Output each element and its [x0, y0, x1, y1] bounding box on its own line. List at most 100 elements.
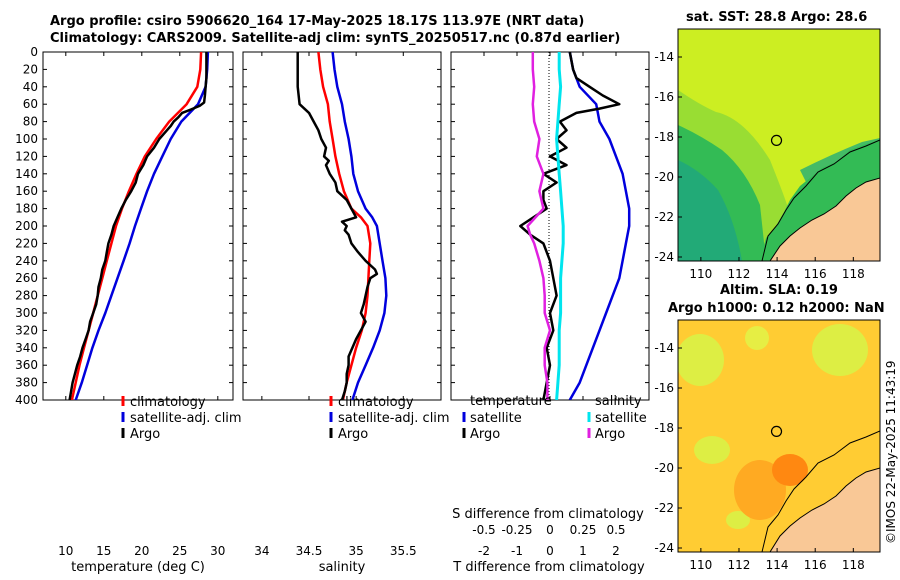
y-tick-label: 140	[15, 167, 38, 181]
s-tick-label: 0.5	[606, 523, 625, 537]
y-tick-label: 100	[15, 132, 38, 146]
salinity-xlabel: salinity	[319, 560, 366, 575]
sst-title: sat. SST: 28.8 Argo: 28.6	[686, 10, 868, 25]
argo-position-marker	[770, 134, 783, 146]
sla-title-line1: Altim. SLA: 0.19	[720, 283, 838, 298]
legend-label-argo: Argo	[338, 427, 368, 442]
x-tick-label: 0	[546, 544, 554, 558]
y-tick-label: 180	[15, 202, 38, 216]
sla-low-eddy	[745, 326, 769, 350]
map-x-tick-label: 112	[728, 267, 751, 281]
x-tick-label: 1	[579, 544, 587, 558]
legend-label-climatology: climatology	[130, 395, 206, 410]
map-y-tick-label: -22	[654, 501, 674, 515]
difference-legend: temperature salinity satellite Argo sate…	[462, 394, 647, 442]
sla-low-eddy	[678, 334, 724, 386]
y-tick-label: 380	[15, 376, 38, 390]
y-tick-label: 240	[15, 254, 38, 268]
y-tick-label: 200	[15, 219, 38, 233]
legend-head-salinity: salinity	[595, 394, 642, 409]
legend-head-temperature: temperature	[470, 394, 552, 409]
s-tick-label: -0.5	[472, 523, 495, 537]
land-australia	[769, 467, 880, 552]
map-y-tick-label: -20	[654, 170, 674, 184]
legend-label-T-argo: Argo	[470, 427, 500, 442]
map-x-tick-label: 114	[766, 558, 789, 572]
y-tick-label: 360	[15, 358, 38, 372]
sla-low-eddy	[694, 436, 730, 464]
s-tick-label: 0.25	[570, 523, 597, 537]
sst-shelf-band	[760, 140, 880, 261]
main-title-line1: Argo profile: csiro 5906620_164 17-May-2…	[50, 14, 585, 29]
y-tick-label: 220	[15, 236, 38, 250]
legend-label-T-satellite: satellite	[470, 411, 522, 426]
series-line-argo	[296, 52, 379, 400]
legend-label-climatology: climatology	[338, 395, 414, 410]
map-y-tick-label: -14	[654, 50, 674, 64]
map-x-tick-label: 116	[804, 267, 827, 281]
sla-map: 110 112 114 116 118 -14 -16 -18 -20 -22 -24	[654, 319, 881, 572]
y-tick-label: 320	[15, 323, 38, 337]
sst-coldest-region	[678, 160, 742, 261]
y-tick-label: 340	[15, 341, 38, 355]
sst-map-frame	[677, 28, 881, 262]
salinity-panel: 34 34.5 35 35.5 salinity	[242, 51, 442, 575]
x-tick-label: 35	[349, 544, 364, 558]
sla-high-eddy	[772, 454, 808, 486]
difference-xlabel-S: S difference from climatology	[452, 507, 644, 522]
legend-label-satellite: satellite-adj. clim	[338, 411, 450, 426]
series-line-climatology	[317, 52, 372, 400]
series-line-s-satellite	[555, 52, 565, 400]
map-x-tick-label: 112	[728, 558, 751, 572]
x-tick-label: 15	[96, 544, 111, 558]
sla-low-eddy	[726, 511, 750, 529]
series-line-s-argo	[526, 52, 552, 400]
coastline	[761, 139, 880, 261]
map-y-tick-label: -24	[654, 541, 674, 555]
main-title-line2: Climatology: CARS2009. Satellite-adj cli…	[50, 31, 621, 46]
temperature-legend: climatology satellite-adj. clim Argo	[121, 395, 242, 442]
map-x-tick-label: 110	[689, 267, 712, 281]
y-tick-label: 0	[30, 45, 38, 59]
map-x-tick-label: 116	[804, 558, 827, 572]
x-tick-label: -1	[511, 544, 523, 558]
s-tick-label: -0.25	[501, 523, 532, 537]
sst-map: 110 112 114 116 118 -14 -16 -18 -20 -22 -24	[654, 28, 881, 281]
x-tick-label: 35.5	[390, 544, 417, 558]
y-tick-label: 260	[15, 271, 38, 285]
map-y-tick-label: -16	[654, 381, 674, 395]
y-tick-label: 400	[15, 393, 38, 407]
sla-map-frame	[677, 319, 881, 553]
x-tick-label: -2	[478, 544, 490, 558]
map-x-tick-label: 118	[842, 558, 865, 572]
legend-label-S-argo: Argo	[595, 427, 625, 442]
argo-position-marker	[770, 425, 783, 437]
salinity-legend: climatology satellite-adj. clim Argo	[329, 395, 450, 442]
map-x-tick-label: 114	[766, 267, 789, 281]
temperature-panel: 10 15 20 25 30020406080100120140160180200220…	[15, 45, 234, 575]
map-y-tick-label: -18	[654, 421, 674, 435]
map-y-tick-label: -18	[654, 130, 674, 144]
map-y-tick-label: -20	[654, 461, 674, 475]
temperature-xlabel: temperature (deg C)	[71, 560, 205, 575]
map-x-tick-label: 110	[689, 558, 712, 572]
y-tick-label: 40	[23, 80, 38, 94]
s-tick-label: 0	[546, 523, 554, 537]
y-tick-label: 160	[15, 184, 38, 198]
series-line-argo	[68, 52, 208, 400]
sla-title-line2: Argo h1000: 0.12 h2000: NaN	[668, 301, 885, 316]
land-australia	[769, 177, 880, 261]
map-y-tick-label: -22	[654, 210, 674, 224]
y-tick-label: 60	[23, 97, 38, 111]
x-tick-label: 10	[58, 544, 73, 558]
map-y-tick-label: -14	[654, 341, 674, 355]
y-tick-label: 300	[15, 306, 38, 320]
x-tick-label: 25	[172, 544, 187, 558]
coastline	[761, 430, 880, 552]
map-y-tick-label: -24	[654, 250, 674, 264]
sla-low-eddy	[812, 324, 868, 376]
y-tick-label: 280	[15, 289, 38, 303]
legend-label-S-satellite: satellite	[595, 411, 647, 426]
y-tick-label: 120	[15, 149, 38, 163]
